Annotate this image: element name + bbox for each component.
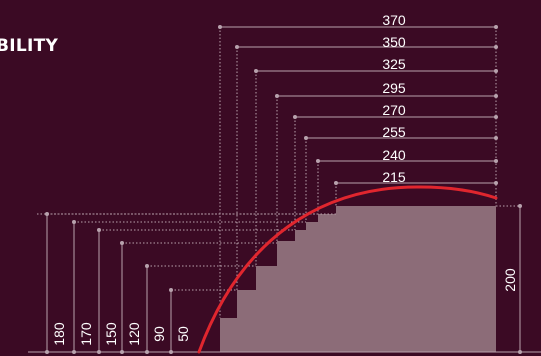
dim-215-label: 215 — [382, 169, 406, 185]
dimension-endpoint — [494, 136, 498, 140]
dim-270-label: 270 — [382, 102, 406, 118]
dimension-endpoint — [494, 115, 498, 119]
dimension-endpoint — [518, 204, 522, 208]
dim-370-label: 370 — [382, 12, 406, 28]
dimension-endpoint — [494, 45, 498, 49]
dim-295-label: 295 — [382, 80, 406, 96]
dim-255-label: 255 — [382, 124, 406, 140]
right-dim-label: 200 — [502, 268, 518, 292]
dimension-endpoint — [494, 69, 498, 73]
page-title: BILITY — [0, 36, 59, 56]
dimension-endpoint — [494, 181, 498, 185]
dimension-endpoint — [494, 94, 498, 98]
left-dim-150-label: 150 — [103, 322, 119, 346]
left-dim-50-label: 50 — [175, 326, 191, 342]
dim-240-label: 240 — [382, 147, 406, 163]
left-dim-120-label: 120 — [126, 322, 142, 346]
dim-325-label: 325 — [382, 56, 406, 72]
curve — [197, 185, 498, 354]
left-dim-170-label: 170 — [78, 322, 94, 346]
step-profile — [199, 206, 496, 352]
dimension-endpoint — [518, 350, 522, 354]
left-dim-90-label: 90 — [151, 326, 167, 342]
left-dim-180-label: 180 — [51, 322, 67, 346]
dim-350-label: 350 — [382, 34, 406, 50]
